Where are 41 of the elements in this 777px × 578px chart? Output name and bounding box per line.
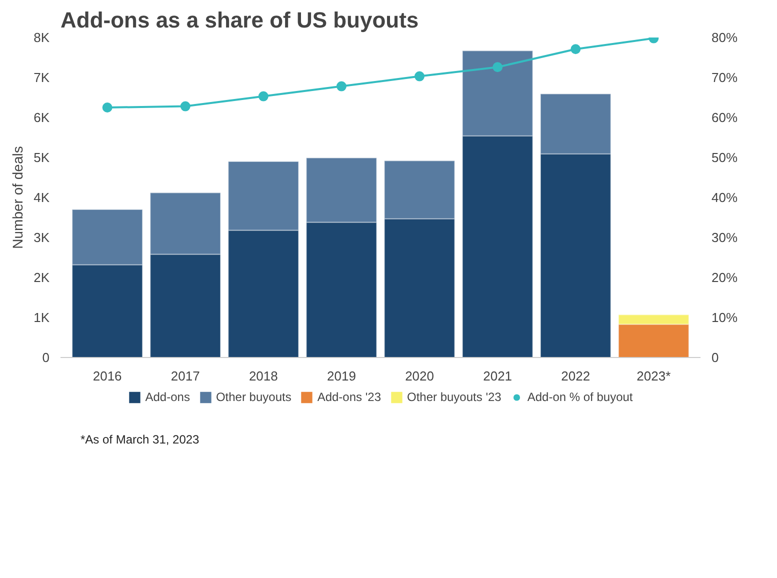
y-tick-label: 7K	[34, 70, 50, 85]
y-tick-label: 8K	[34, 30, 50, 45]
point	[180, 101, 190, 112]
y-tick-label: 3K	[34, 230, 50, 245]
chart-title: Add-ons as a share of US buyouts	[60, 8, 419, 32]
y-tick-label: 5K	[34, 150, 50, 165]
legend-label: Add-on % of buyout	[527, 390, 633, 404]
x-tick-label: 2022	[561, 368, 590, 384]
legend-label: Other buyouts '23	[406, 390, 502, 404]
y2-tick-label: 60%	[712, 110, 738, 125]
legend-label: Add-ons '23	[317, 390, 381, 404]
y2-tick-label: 80%	[712, 30, 738, 45]
point	[258, 91, 268, 102]
point	[570, 44, 581, 54]
y2-tick-label: 0	[712, 350, 719, 365]
y-tick-label: 1K	[34, 310, 50, 325]
x-tick-label: 2021	[483, 368, 512, 384]
y2-tick-label: 20%	[712, 270, 738, 285]
y2-tick-label: 40%	[712, 190, 738, 205]
text: *As of March 31, 2023	[80, 432, 200, 446]
y-axis-title: Number of deals	[10, 146, 26, 249]
x-tick-label: 2019	[327, 368, 356, 384]
y-tick-label: 4K	[34, 190, 50, 205]
point	[414, 71, 425, 82]
y2-tick-label: 10%	[712, 310, 738, 325]
point	[336, 81, 346, 92]
x-tick-label: 2023*	[636, 368, 671, 384]
y2-tick-label: 50%	[712, 150, 738, 165]
x-tick-label: 2018	[248, 368, 278, 384]
point	[102, 102, 112, 112]
y2-tick-label: 70%	[712, 70, 738, 85]
x-tick-label: 2016	[92, 368, 122, 384]
y2-tick-label: 30%	[712, 230, 738, 245]
y-tick-label: 0	[42, 350, 50, 365]
x-tick-label: 2020	[405, 368, 434, 384]
legend-label: Other buyouts	[216, 390, 292, 404]
x-tick-label: 2017	[170, 368, 200, 384]
y-tick-label: 6K	[34, 110, 50, 125]
legend-label: Add-ons	[145, 390, 190, 404]
point	[492, 62, 503, 72]
y-tick-label: 2K	[34, 270, 50, 285]
